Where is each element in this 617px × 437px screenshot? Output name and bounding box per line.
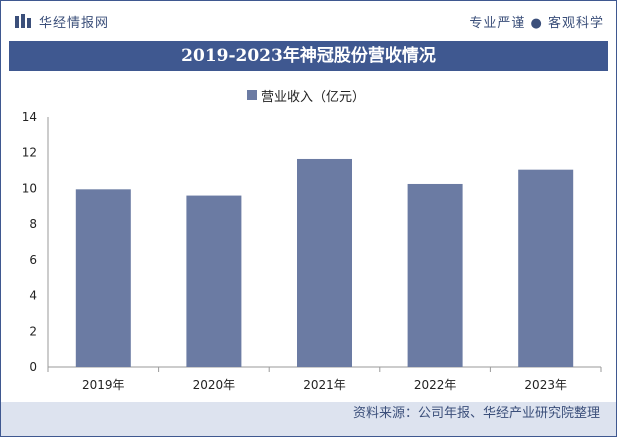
bar-5 [518, 169, 574, 367]
x-tick-label: 2023年 [524, 378, 567, 392]
brand-logo-icon [15, 14, 31, 28]
tagline: 专业严谨 ● 客观科学 [469, 16, 604, 31]
x-tick-label: 2020年 [193, 378, 236, 392]
bar-2 [186, 195, 242, 367]
y-tick-label: 10 [22, 181, 37, 195]
y-tick-label: 14 [22, 110, 37, 124]
legend: 营业收入（亿元） [247, 87, 366, 105]
header: 华经情报网 专业严谨 ● 客观科学 [1, 1, 616, 41]
y-tick-label: 6 [29, 253, 37, 267]
bar-3 [297, 158, 352, 367]
y-tick-label: 12 [22, 146, 37, 160]
y-tick-label: 4 [29, 289, 37, 303]
chart-title: 2019-2023年神冠股份营收情况 [181, 46, 436, 66]
bar-chart: 0 2 4 6 8 10 12 14 2019年 2020年 2021年 2022年 2023年 [22, 110, 602, 392]
x-tick-label: 2019年 [82, 378, 125, 392]
source-note: 资料来源：公司年报、华经产业研究院整理 [352, 406, 600, 421]
brand: 华经情报网 [15, 12, 110, 31]
bar-4 [407, 183, 463, 367]
y-tick-label: 2 [29, 324, 37, 338]
x-tick-label: 2022年 [414, 378, 457, 392]
y-tick-label: 0 [29, 360, 37, 374]
brand-name: 华经情报网 [39, 15, 110, 31]
x-tick-label: 2021年 [303, 378, 346, 392]
legend-swatch [247, 90, 257, 100]
legend-label: 营业收入（亿元） [261, 89, 366, 105]
footer: 资料来源：公司年报、华经产业研究院整理 [1, 402, 616, 436]
title-bar: 2019-2023年神冠股份营收情况 [9, 41, 608, 71]
bar-1 [75, 189, 131, 367]
y-tick-label: 8 [29, 217, 37, 231]
